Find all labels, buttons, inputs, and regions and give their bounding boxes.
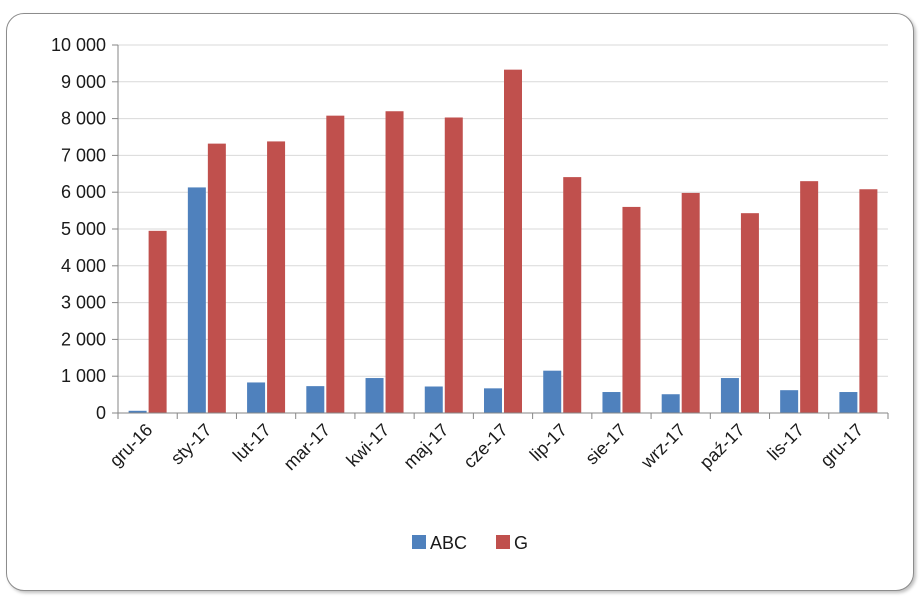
bar-abc-kwi-17 [365,378,384,413]
legend-label-g: G [514,533,528,553]
bar-abc-maj-17 [424,386,443,413]
y-tick-label: 1 000 [61,366,106,386]
x-tick-label: gru-17 [816,420,867,471]
bar-abc-gru-17 [839,392,858,413]
y-tick-label: 4 000 [61,256,106,276]
x-tick-label: mar-17 [280,420,334,474]
bar-g-lis-17 [800,181,819,413]
bar-abc-lis-17 [780,390,799,413]
legend-swatch-abc [412,535,426,549]
y-tick-label: 8 000 [61,109,106,129]
y-tick-label: 2 000 [61,329,106,349]
bar-abc-sty-17 [187,187,206,413]
x-tick-label: sie-17 [581,420,630,469]
x-axis: gru-16 sty-17 lut-17 mar-17 kwi-17 maj-17 cze-… [106,412,889,474]
y-tick-label: 5 000 [61,219,106,239]
y-tick-label: 7 000 [61,145,106,165]
x-tick-label: sty-17 [167,420,216,469]
x-tick-label: cze-17 [459,420,511,472]
y-axis: 0 1 000 2 000 3 000 4 000 5 000 6 000 7 000 8 00… [51,35,119,423]
x-tick-label: paź-17 [696,420,749,473]
y-tick-label: 0 [96,403,106,423]
bar-abc-wrz-17 [661,394,680,413]
bar-g-wrz-17 [681,192,700,413]
bar-g-cze-17 [504,69,522,413]
bar-abc-mar-17 [306,386,325,413]
bars [128,69,878,414]
legend-swatch-g [496,535,510,549]
bar-g-mar-17 [326,115,345,413]
x-tick-label: maj-17 [400,420,453,473]
x-tick-label: lis-17 [763,420,808,465]
x-tick-label: wrz-17 [636,420,689,473]
bar-abc-gru-16 [128,410,147,413]
bar-g-sty-17 [207,143,226,413]
bar-g-lut-17 [267,141,286,413]
x-tick-label: kwi-17 [342,420,393,471]
bar-abc-lut-17 [247,382,266,413]
bar-g-gru-17 [859,189,878,413]
bar-abc-cze-17 [484,388,502,413]
x-tick-label: gru-16 [106,420,157,471]
y-tick-label: 6 000 [61,182,106,202]
legend: ABC G [412,533,528,553]
bar-g-kwi-17 [385,111,404,414]
bar-abc-lip-17 [543,370,562,413]
bar-g-maj-17 [444,117,463,413]
y-tick-label: 3 000 [61,293,106,313]
y-tick-label: 9 000 [61,72,106,92]
bar-g-gru-16 [148,230,167,413]
bar-abc-sie-17 [602,392,621,413]
bar-g-paź-17 [740,213,759,413]
y-tick-label: 10 000 [51,35,106,55]
x-tick-label: lut-17 [229,420,275,466]
legend-label-abc: ABC [430,533,467,553]
x-tick-label: lip-17 [526,420,571,465]
bar-abc-paź-17 [720,378,739,413]
gridlines [118,44,888,414]
bar-g-sie-17 [622,206,641,413]
bar-g-lip-17 [563,177,582,413]
